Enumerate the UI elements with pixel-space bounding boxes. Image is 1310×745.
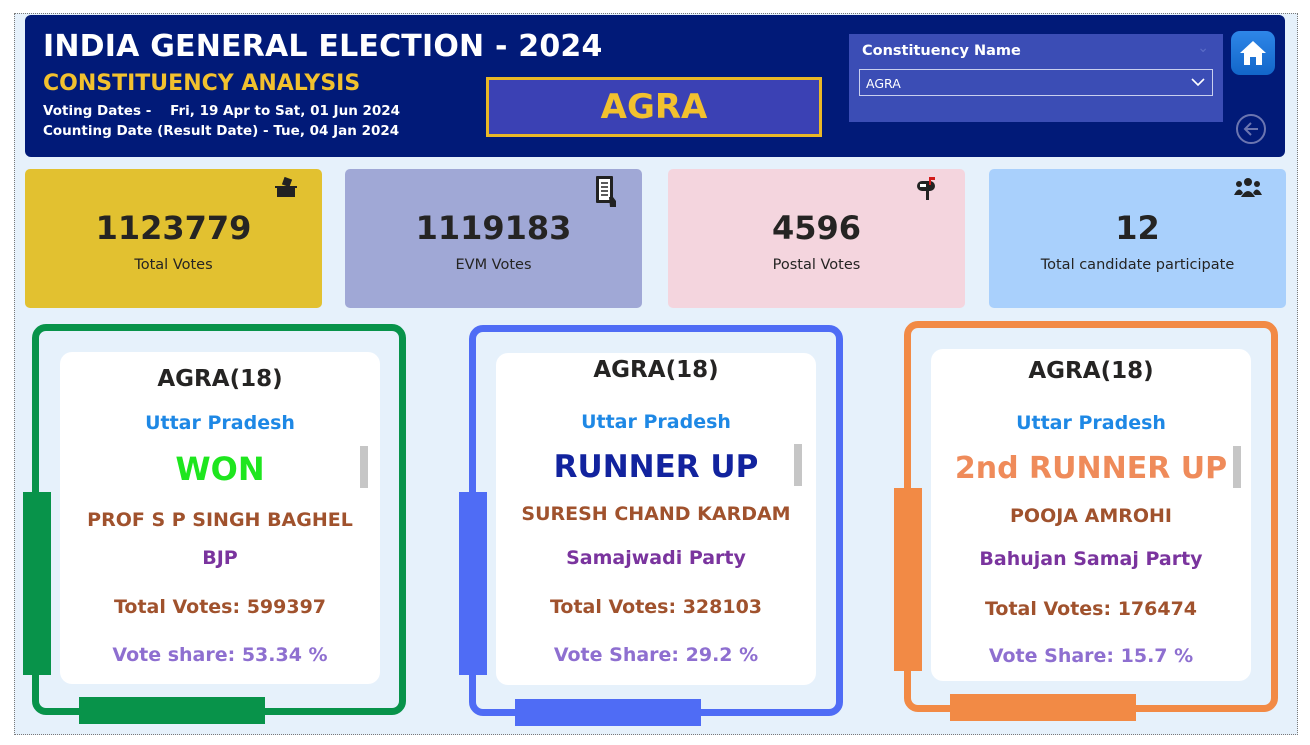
winner-party: BJP (202, 547, 238, 569)
dropdown-value: AGRA (866, 76, 901, 91)
evm-votes-value: 1119183 (415, 209, 572, 247)
second-runner-up-card-accent-bottom (950, 694, 1136, 721)
winner-constituency: AGRA(18) (157, 366, 283, 392)
winner-vote-share: Vote share: 53.34 % (112, 644, 328, 666)
second-runner-up-result: 2nd RUNNER UP (954, 451, 1228, 486)
second-runner-up-state: Uttar Pradesh (1016, 412, 1166, 434)
second-runner-up-constituency: AGRA(18) (1028, 358, 1154, 384)
postal-votes-value: 4596 (771, 209, 862, 247)
total-candidates-value: 12 (1115, 209, 1160, 247)
second-runner-up-party: Bahujan Samaj Party (979, 548, 1203, 570)
kpi-total-votes: 1123779 Total Votes (25, 169, 322, 308)
header-banner: INDIA GENERAL ELECTION - 2024 CONSTITUEN… (25, 15, 1285, 157)
runner-up-constituency: AGRA(18) (593, 357, 719, 383)
second-runner-up-total-votes: Total Votes: 176474 (984, 598, 1198, 620)
total-candidates-label: Total candidate participate (1040, 257, 1235, 273)
runner-up-total-votes: Total Votes: 328103 (549, 596, 763, 618)
kpi-postal-votes: 4596 Postal Votes (668, 169, 965, 308)
runner-up-card-accent-left (459, 492, 487, 675)
winner-card-accent-left (23, 492, 51, 675)
total-votes-label: Total Votes (134, 257, 213, 273)
counting-date: Counting Date (Result Date) - Tue, 04 Ja… (43, 123, 400, 139)
runner-up-party: Samajwadi Party (566, 547, 746, 569)
chevron-down-icon (1191, 78, 1205, 87)
voting-dates: Voting Dates - Fri, 19 Apr to Sat, 01 Ju… (43, 103, 401, 119)
runner-up-state: Uttar Pradesh (581, 411, 731, 433)
second-runner-up-card: AGRA(18) Uttar Pradesh 2nd RUNNER UP POO… (931, 349, 1251, 681)
people-group-icon (1234, 178, 1262, 197)
winner-state: Uttar Pradesh (145, 412, 295, 434)
slicer-label: Constituency Name (862, 43, 1021, 59)
second-runner-up-vote-share: Vote Share: 15.7 % (988, 645, 1194, 667)
runner-up-card-scrollbar[interactable] (794, 444, 802, 486)
second-runner-up-card-accent-left (894, 488, 922, 671)
selected-constituency-card: AGRA (486, 77, 822, 137)
runner-up-vote-share: Vote Share: 29.2 % (553, 644, 759, 666)
runner-up-result: RUNNER UP (553, 449, 759, 485)
back-arrow-icon (1243, 122, 1258, 136)
postal-votes-label: Postal Votes (772, 257, 861, 273)
ballot-box-icon (275, 176, 297, 197)
kpi-evm-votes: 1119183 EVM Votes (345, 169, 642, 308)
constituency-dropdown[interactable]: AGRA (859, 69, 1213, 96)
runner-up-card: AGRA(18) Uttar Pradesh RUNNER UP SURESH … (496, 353, 816, 685)
second-runner-up-candidate: POOJA AMROHI (1010, 505, 1172, 527)
winner-card-accent-bottom (79, 697, 265, 724)
back-button[interactable] (1236, 114, 1266, 144)
second-runner-up-card-scrollbar[interactable] (1233, 446, 1241, 488)
winner-card: AGRA(18) Uttar Pradesh WON PROF S P SING… (60, 352, 380, 684)
kpi-total-candidates: 12 Total candidate participate (989, 169, 1286, 308)
winner-candidate: PROF S P SINGH BAGHEL (87, 509, 353, 531)
page-title: INDIA GENERAL ELECTION - 2024 (43, 29, 603, 64)
voting-machine-icon (596, 176, 616, 207)
page-subtitle: CONSTITUENCY ANALYSIS (43, 71, 361, 96)
constituency-slicer: Constituency Name ⌄ AGRA (849, 34, 1223, 122)
mailbox-icon (917, 177, 935, 200)
runner-up-candidate: SURESH CHAND KARDAM (521, 503, 791, 525)
home-icon (1240, 41, 1266, 65)
home-button[interactable] (1231, 31, 1275, 75)
winner-result: WON (175, 450, 265, 488)
slicer-collapse-icon[interactable]: ⌄ (1197, 40, 1209, 56)
total-votes-value: 1123779 (95, 209, 252, 247)
evm-votes-label: EVM Votes (455, 257, 532, 273)
winner-card-scrollbar[interactable] (360, 446, 368, 488)
runner-up-card-accent-bottom (515, 699, 701, 726)
winner-total-votes: Total Votes: 599397 (113, 596, 327, 618)
